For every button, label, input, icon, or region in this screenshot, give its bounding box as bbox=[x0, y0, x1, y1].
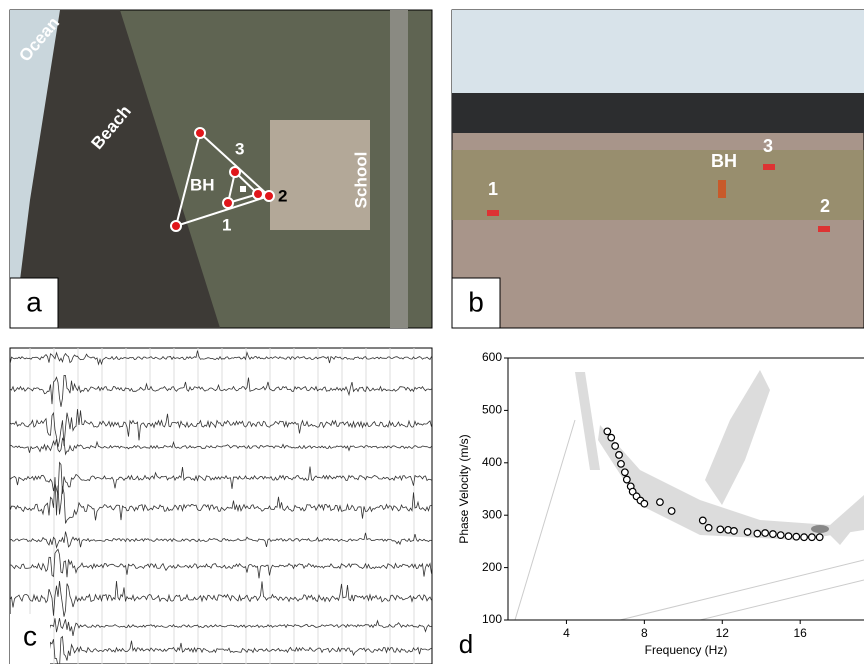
borehole bbox=[240, 186, 246, 192]
data-point bbox=[809, 534, 816, 541]
panel-a: Ocean Beach School BH 3 2 1 a bbox=[10, 10, 432, 328]
panel-c: c bbox=[10, 348, 432, 664]
data-point bbox=[816, 534, 823, 541]
x-tick-label: 8 bbox=[641, 626, 648, 640]
data-point bbox=[770, 531, 777, 538]
y-tick-label: 400 bbox=[482, 455, 502, 469]
data-point bbox=[668, 508, 675, 515]
data-point bbox=[785, 533, 792, 540]
label: 3 bbox=[235, 139, 244, 158]
y-tick-label: 300 bbox=[482, 507, 502, 521]
x-axis-label: Frequency (Hz) bbox=[645, 643, 728, 657]
data-point bbox=[731, 528, 738, 535]
data-point bbox=[657, 499, 664, 506]
label: 1 bbox=[488, 179, 498, 199]
vegetation bbox=[452, 150, 864, 220]
panel-letter: c bbox=[23, 620, 37, 651]
x-tick-label: 12 bbox=[716, 626, 730, 640]
x-tick-label: 16 bbox=[794, 626, 808, 640]
label: 2 bbox=[820, 196, 830, 216]
data-point bbox=[762, 530, 769, 537]
panel-letter: b bbox=[468, 286, 484, 317]
label: 1 bbox=[222, 215, 231, 234]
data-point bbox=[608, 434, 615, 441]
label: BH bbox=[190, 175, 215, 194]
energy-peak bbox=[811, 525, 829, 533]
data-point bbox=[622, 469, 629, 476]
figure: Ocean Beach School BH 3 2 1 a 1 BH 3 2 b… bbox=[0, 0, 864, 664]
panel-letter: d bbox=[459, 629, 473, 659]
data-point bbox=[699, 517, 706, 524]
data-point bbox=[612, 443, 619, 450]
page: Ocean Beach School BH 3 2 1 a 1 BH 3 2 b… bbox=[0, 0, 864, 664]
data-point bbox=[624, 476, 631, 483]
x-tick-label: 4 bbox=[563, 626, 570, 640]
y-axis-label: Phase Velocity (m/s) bbox=[457, 434, 471, 543]
label: School bbox=[351, 152, 370, 209]
panel-letter: a bbox=[26, 286, 42, 317]
data-point bbox=[616, 452, 623, 459]
sky bbox=[452, 10, 864, 95]
y-tick-label: 100 bbox=[482, 612, 502, 626]
data-point bbox=[793, 533, 800, 540]
data-point bbox=[777, 532, 784, 539]
label: BH bbox=[711, 151, 737, 171]
data-point bbox=[705, 524, 712, 531]
panel-b: 1 BH 3 2 b bbox=[452, 10, 864, 328]
label: 3 bbox=[763, 136, 773, 156]
y-tick-label: 200 bbox=[482, 560, 502, 574]
road bbox=[390, 10, 408, 328]
data-point bbox=[604, 428, 611, 435]
fence bbox=[452, 93, 864, 133]
data-point bbox=[641, 500, 648, 507]
seismogram-frame bbox=[10, 348, 432, 664]
y-tick-label: 600 bbox=[482, 350, 502, 364]
data-point bbox=[618, 461, 625, 468]
y-tick-label: 500 bbox=[482, 403, 502, 417]
data-point bbox=[754, 530, 761, 537]
data-point bbox=[717, 526, 724, 533]
panel-d: d Frequency (Hz) Phase Velocity (m/s) 10… bbox=[452, 348, 864, 664]
data-point bbox=[744, 529, 751, 536]
label: 2 bbox=[278, 186, 287, 205]
data-point bbox=[801, 534, 808, 541]
